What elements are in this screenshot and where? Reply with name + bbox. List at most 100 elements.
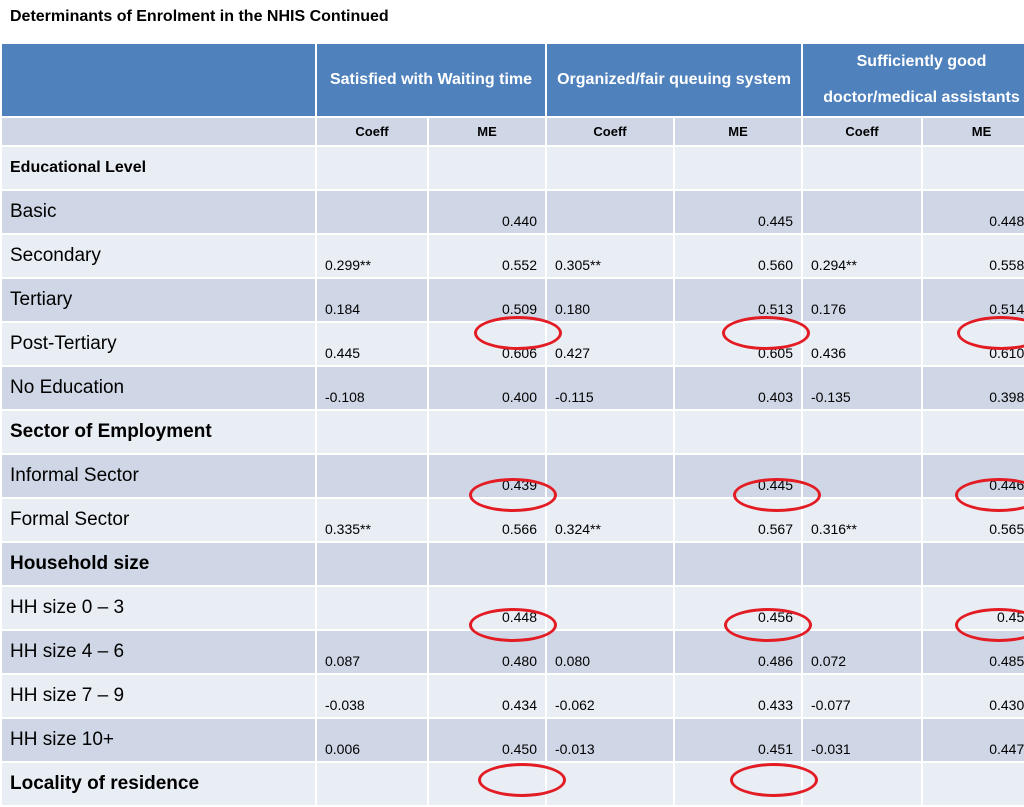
me-cell: 0.434 (427, 673, 547, 719)
coeff-cell: 0.072 (801, 629, 924, 675)
coeff-cell: 0.299** (315, 233, 429, 279)
table-row: HH size 10+ 0.006 0.450 -0.013 0.451 -0.031 0.… (0, 717, 1024, 763)
subheader-row: Coeff ME Coeff ME Coeff ME (0, 116, 1024, 147)
coeff-cell: -0.013 (545, 717, 675, 763)
me-cell: 0.448 (427, 585, 547, 631)
me-cell: 0.3986 (921, 365, 1024, 411)
me-cell: 0.605 (672, 321, 804, 367)
coeff-cell (801, 585, 924, 631)
coeff-cell (801, 453, 924, 499)
coeff-cell: 0.176 (801, 277, 924, 323)
coeff-cell: 0.087 (315, 629, 429, 675)
subheader-me: ME (921, 116, 1024, 147)
coeff-cell (545, 453, 675, 499)
table-row: Locality of residence (0, 761, 1024, 807)
me-cell: 0.4483 (921, 189, 1024, 235)
header-waiting-time: Satisfied with Waiting time (315, 42, 547, 118)
row-label: Secondary (0, 233, 317, 279)
me-cell: 0.400 (427, 365, 547, 411)
row-label: Post-Tertiary (0, 321, 317, 367)
row-label: No Education (0, 365, 317, 411)
me-cell (427, 145, 547, 191)
me-cell (921, 409, 1024, 455)
me-cell: 0.606 (427, 321, 547, 367)
coeff-cell: 0.324** (545, 497, 675, 543)
coeff-cell: 0.080 (545, 629, 675, 675)
me-cell (672, 761, 804, 807)
row-label: Educational Level (0, 145, 317, 191)
coeff-cell (545, 409, 675, 455)
me-cell: 0.4305 (921, 673, 1024, 719)
coeff-cell: 0.180 (545, 277, 675, 323)
row-label: HH size 7 – 9 (0, 673, 317, 719)
coeff-cell: 0.184 (315, 277, 429, 323)
slide-title: Determinants of Enrolment in the NHIS Co… (10, 8, 389, 25)
me-cell (921, 541, 1024, 587)
table-row: Sector of Employment (0, 409, 1024, 455)
coeff-cell: -0.062 (545, 673, 675, 719)
coeff-cell: 0.436 (801, 321, 924, 367)
coeff-cell (315, 409, 429, 455)
me-cell: 0.560 (672, 233, 804, 279)
row-label: Informal Sector (0, 453, 317, 499)
me-cell: 0.456 (672, 585, 804, 631)
coeff-cell: -0.135 (801, 365, 924, 411)
coeff-cell: 0.445 (315, 321, 429, 367)
coeff-cell: 0.305** (545, 233, 675, 279)
subheader-empty (0, 116, 317, 147)
coeff-cell (801, 145, 924, 191)
me-cell (427, 409, 547, 455)
me-cell: 0.440 (427, 189, 547, 235)
me-cell: 0.509 (427, 277, 547, 323)
table-row: Informal Sector 0.439 0.445 0.4469 (0, 453, 1024, 499)
row-label: HH size 0 – 3 (0, 585, 317, 631)
me-cell: 0.5585 (921, 233, 1024, 279)
coeff-cell (545, 145, 675, 191)
table-row: Formal Sector 0.335** 0.566 0.324** 0.567 0.3… (0, 497, 1024, 543)
row-label: HH size 4 – 6 (0, 629, 317, 675)
row-label: HH size 10+ (0, 717, 317, 763)
coeff-cell (545, 541, 675, 587)
coeff-cell: 0.294** (801, 233, 924, 279)
row-label: Household size (0, 541, 317, 587)
coeff-cell: -0.031 (801, 717, 924, 763)
me-cell (921, 761, 1024, 807)
me-cell (672, 409, 804, 455)
coeff-cell (315, 761, 429, 807)
me-cell: 0.567 (672, 497, 804, 543)
header-row: Satisfied with Waiting time Organized/fa… (0, 42, 1024, 118)
me-cell: 0.5659 (921, 497, 1024, 543)
coeff-cell: -0.077 (801, 673, 924, 719)
me-cell: 0.4859 (921, 629, 1024, 675)
row-label: Basic (0, 189, 317, 235)
header-empty (0, 42, 317, 118)
table-row: Post-Tertiary 0.445 0.606 0.427 0.605 0.436 0.… (0, 321, 1024, 367)
coeff-cell: 0.316** (801, 497, 924, 543)
subheader-coeff: Coeff (801, 116, 924, 147)
me-cell: 0.4469 (921, 453, 1024, 499)
me-cell: 0.450 (427, 717, 547, 763)
subheader-me: ME (672, 116, 804, 147)
coeff-cell: 0.006 (315, 717, 429, 763)
table-row: No Education -0.108 0.400 -0.115 0.403 -0.135… (0, 365, 1024, 411)
me-cell: 0.403 (672, 365, 804, 411)
subheader-me: ME (427, 116, 547, 147)
coeff-cell (315, 453, 429, 499)
me-cell (672, 541, 804, 587)
coeff-cell (545, 189, 675, 235)
results-table: Satisfied with Waiting time Organized/fa… (0, 42, 1024, 807)
table-row: Household size (0, 541, 1024, 587)
table-row: Basic 0.440 0.445 0.4483 (0, 189, 1024, 235)
table-row: HH size 7 – 9 -0.038 0.434 -0.062 0.433 -0.07… (0, 673, 1024, 719)
coeff-cell (315, 585, 429, 631)
coeff-cell: -0.108 (315, 365, 429, 411)
me-cell (921, 145, 1024, 191)
me-cell: 0.433 (672, 673, 804, 719)
me-cell: 0.459 (921, 585, 1024, 631)
header-queuing-system: Organized/fair queuing system (544, 42, 804, 118)
coeff-cell (801, 541, 924, 587)
me-cell: 0.480 (427, 629, 547, 675)
row-label: Tertiary (0, 277, 317, 323)
header-doctor: Sufficiently good doctor/medical assista… (801, 42, 1024, 118)
me-cell (427, 761, 547, 807)
